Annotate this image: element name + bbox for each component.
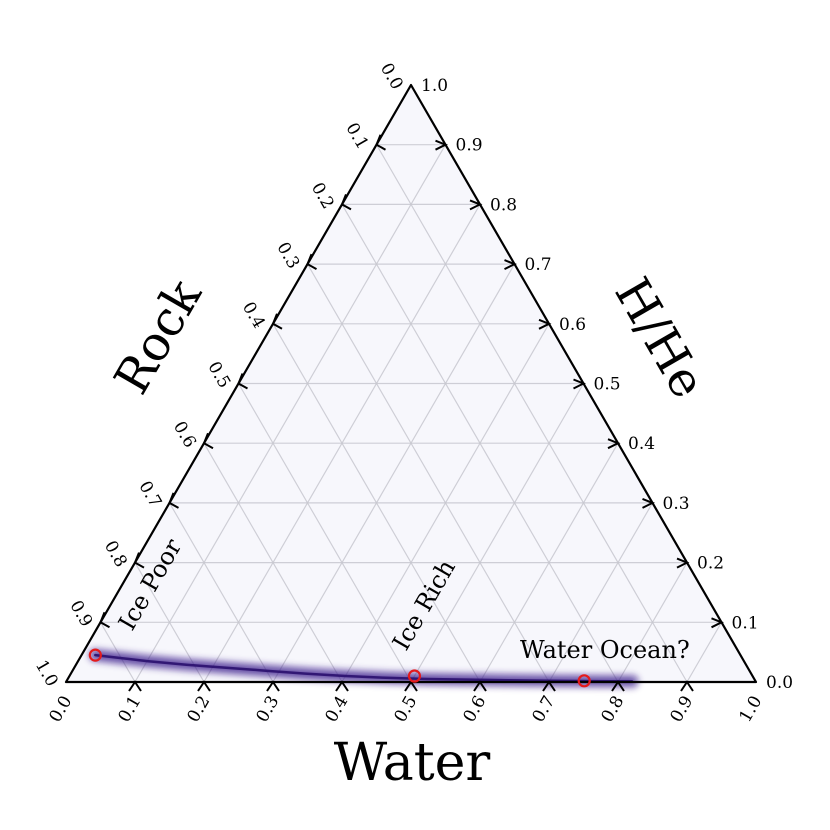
tick-label-rock: 0.8	[100, 537, 131, 570]
tick-mark	[128, 680, 142, 692]
tick-mark	[469, 199, 483, 211]
grid-line	[341, 204, 619, 683]
tick-label-water: 0.8	[597, 693, 628, 726]
tick-mark	[306, 253, 317, 270]
tick-mark	[340, 194, 352, 211]
tick-label-rock: 0.9	[65, 597, 96, 630]
tick-mark	[504, 259, 517, 270]
tick-mark	[202, 432, 214, 450]
tick-label-hhe: 1.0	[421, 76, 448, 96]
tick-mark	[168, 492, 179, 509]
tick-mark	[404, 680, 418, 692]
tick-label-hhe: 0.1	[732, 613, 759, 633]
tick-label-hhe: 0.4	[628, 434, 655, 454]
density-band-core	[94, 653, 634, 683]
tick-label-water: 0.3	[252, 693, 283, 726]
density-band	[87, 647, 641, 690]
tick-label-rock: 0.7	[134, 478, 165, 511]
grid-line	[168, 502, 274, 683]
tick-label-rock: 0.4	[238, 299, 269, 332]
grid-line	[306, 263, 550, 683]
tick-label-water: 0.9	[666, 693, 697, 726]
tick-label-rock: 0.1	[341, 119, 372, 152]
tick-mark	[375, 134, 386, 151]
grid-line	[548, 502, 654, 683]
tick-label-water: 0.6	[459, 693, 490, 726]
tick-mark	[542, 680, 556, 692]
grid-line	[375, 144, 688, 683]
axis-title-rock: Rock	[104, 270, 213, 404]
tick-label-hhe: 0.9	[456, 136, 483, 156]
tick-mark	[473, 680, 487, 692]
tick-mark	[271, 313, 283, 330]
tick-label-rock: 0.2	[307, 179, 338, 212]
composition-markers	[88, 648, 591, 688]
tick-label-water: 1.0	[735, 693, 766, 726]
tick-label-rock: 0.3	[272, 239, 303, 272]
tick-label-hhe: 0.6	[559, 315, 586, 335]
tick-label-water: 0.1	[114, 693, 145, 726]
axis-ticks	[99, 134, 724, 692]
grid-line	[272, 323, 481, 683]
tick-label-water: 0.2	[183, 693, 214, 726]
tick-mark	[335, 680, 349, 692]
tick-mark	[676, 557, 690, 569]
tick-label-rock: 0.6	[169, 418, 200, 451]
grid-line	[272, 263, 516, 683]
tick-label-rock: 0.0	[376, 60, 407, 93]
tick-mark	[266, 680, 280, 692]
grid-line	[203, 442, 343, 683]
grid-line	[134, 144, 447, 683]
axis-title-water: Water	[334, 733, 491, 793]
tick-label-rock: 0.5	[203, 358, 234, 391]
tick-label-water: 0.7	[528, 693, 559, 726]
marker-water-ocean	[577, 674, 591, 688]
tick-label-hhe: 0.8	[490, 195, 517, 215]
grid-lines	[99, 144, 723, 683]
tick-mark	[711, 617, 724, 629]
tick-mark	[611, 680, 625, 692]
tick-label-hhe: 0.0	[766, 673, 793, 693]
annotation-label: Water Ocean?	[520, 636, 690, 664]
tick-mark	[642, 497, 655, 509]
tick-mark	[237, 373, 248, 390]
tick-label-water: 0.5	[390, 693, 421, 726]
grid-line	[237, 383, 412, 683]
tick-label-hhe: 0.5	[594, 375, 621, 395]
tick-mark	[99, 611, 110, 629]
marker-ice-rich	[407, 669, 422, 683]
tick-label-water: 0.0	[45, 693, 76, 726]
tick-mark	[607, 438, 621, 450]
grid-line	[686, 621, 723, 683]
grid-line	[410, 383, 585, 683]
tick-label-hhe: 0.2	[697, 554, 724, 574]
tick-mark	[538, 318, 552, 330]
tick-mark	[573, 378, 586, 390]
marker-ice-poor	[88, 648, 102, 662]
tick-mark	[133, 552, 145, 569]
tick-mark	[197, 680, 211, 692]
tick-mark	[435, 139, 448, 151]
tick-label-hhe: 0.7	[525, 255, 552, 275]
tick-label-water: 0.4	[321, 693, 352, 726]
tick-label-hhe: 0.3	[663, 494, 690, 514]
tick-mark	[680, 680, 694, 692]
tick-label-rock: 1.0	[31, 657, 62, 690]
